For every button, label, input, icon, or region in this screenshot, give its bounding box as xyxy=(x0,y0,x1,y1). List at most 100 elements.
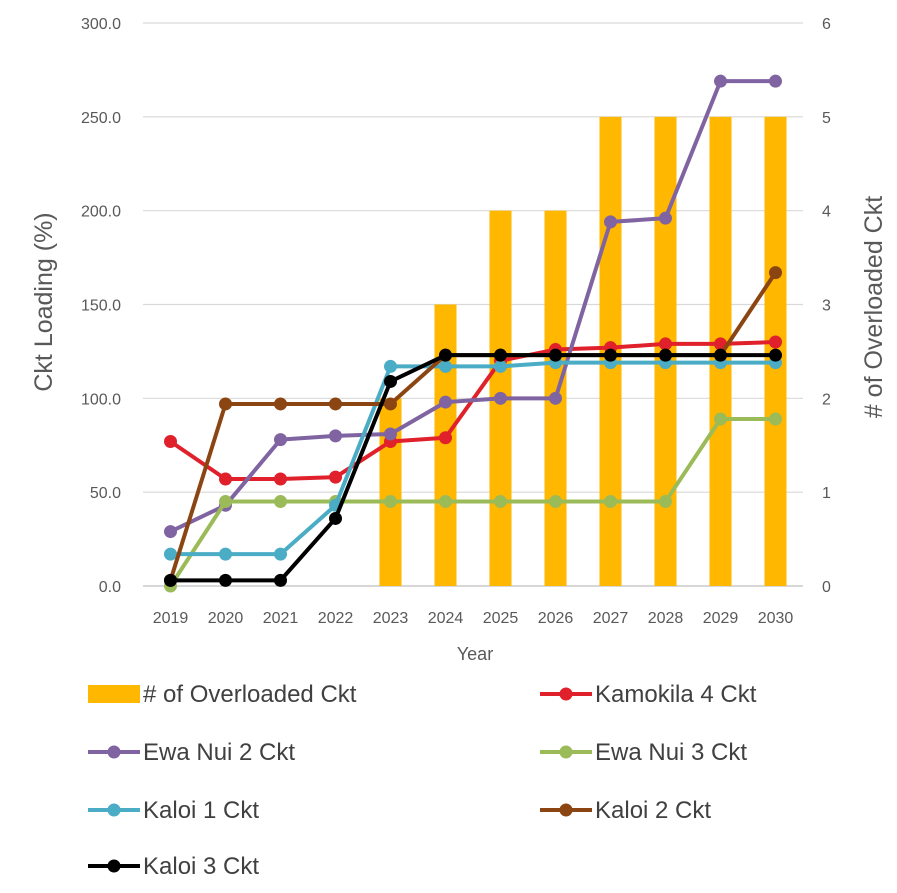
data-point xyxy=(219,547,232,561)
x-tick-label: 2021 xyxy=(263,610,299,627)
x-axis-title: Year xyxy=(457,644,493,664)
data-point xyxy=(384,427,397,441)
x-tick-label: 2026 xyxy=(538,610,574,627)
data-point xyxy=(164,434,177,448)
data-point xyxy=(274,433,287,447)
line-series xyxy=(164,74,782,593)
data-point xyxy=(219,573,232,587)
x-tick-label: 2022 xyxy=(318,610,354,627)
y-tick-label: 150.0 xyxy=(81,298,121,315)
y-tick-label: 50.0 xyxy=(90,485,121,502)
legend-entry: Kaloi 1 Ckt xyxy=(88,797,259,824)
x-tick-label: 2023 xyxy=(373,610,409,627)
series-kaloi-1-ckt xyxy=(164,356,782,561)
legend-entry: Kaloi 2 Ckt xyxy=(540,797,711,824)
data-point xyxy=(769,412,782,426)
legend-label: Kamokila 4 Ckt xyxy=(595,681,757,708)
y-axis-title: Ckt Loading (%) xyxy=(30,212,58,391)
series-kaloi-2-ckt xyxy=(164,266,782,587)
y2-tick-label: 0 xyxy=(822,579,831,596)
data-point xyxy=(659,348,672,362)
data-point xyxy=(659,211,672,225)
x-axis-ticks: 2019 2020 2021 2022 2023 2024 2025 2026 2027 2028… xyxy=(153,610,794,627)
data-point xyxy=(329,470,342,484)
y-tick-label: 300.0 xyxy=(81,16,121,33)
legend-marker xyxy=(559,745,573,759)
series-ewa-nui-3-ckt xyxy=(164,412,782,593)
data-point xyxy=(384,374,397,388)
data-point xyxy=(439,359,452,373)
series-line xyxy=(168,353,778,583)
y2-axis-ticks: 0 1 2 3 4 5 6 xyxy=(822,16,831,596)
legend-entry: Ewa Nui 2 Ckt xyxy=(88,739,295,766)
data-point xyxy=(384,397,397,411)
y2-tick-label: 1 xyxy=(822,485,831,502)
data-point xyxy=(164,573,177,587)
series-line xyxy=(168,79,778,534)
data-point xyxy=(659,495,672,509)
bar xyxy=(379,398,402,586)
data-point xyxy=(494,348,507,362)
legend-label: Ewa Nui 3 Ckt xyxy=(595,739,747,766)
legend-marker xyxy=(107,745,121,759)
x-tick-label: 2029 xyxy=(703,610,739,627)
data-point xyxy=(549,495,562,509)
data-point xyxy=(384,495,397,509)
y-tick-label: 0.0 xyxy=(99,579,121,596)
data-point xyxy=(164,547,177,561)
legend-entry: Ewa Nui 3 Ckt xyxy=(540,739,747,766)
data-point xyxy=(274,495,287,509)
data-point xyxy=(494,391,507,405)
y2-tick-label: 2 xyxy=(822,391,831,408)
legend-label: Kaloi 3 Ckt xyxy=(143,853,259,880)
data-point xyxy=(439,348,452,362)
data-point xyxy=(769,266,782,280)
x-tick-label: 2024 xyxy=(428,610,464,627)
data-point xyxy=(219,397,232,411)
legend-entry: Kaloi 3 Ckt xyxy=(88,853,259,880)
data-point xyxy=(604,495,617,509)
series-line xyxy=(168,416,778,588)
data-point xyxy=(439,431,452,445)
x-tick-label: 2030 xyxy=(758,610,794,627)
series-line xyxy=(168,270,778,583)
legend-entry: # of Overloaded Ckt xyxy=(88,681,357,708)
data-point xyxy=(769,335,782,349)
data-point xyxy=(769,74,782,88)
data-point xyxy=(439,395,452,409)
data-point xyxy=(549,391,562,405)
data-point xyxy=(549,348,562,362)
y-axis-ticks: 0.0 50.0 100.0 150.0 200.0 250.0 300.0 xyxy=(81,16,121,596)
legend-label: Kaloi 1 Ckt xyxy=(143,797,259,824)
data-point xyxy=(274,547,287,561)
x-tick-label: 2028 xyxy=(648,610,684,627)
data-point xyxy=(219,495,232,509)
legend-marker xyxy=(559,687,573,701)
data-point xyxy=(329,429,342,443)
data-point xyxy=(604,215,617,229)
data-point xyxy=(714,412,727,426)
data-point xyxy=(494,495,507,509)
y2-tick-label: 3 xyxy=(822,298,831,315)
data-point xyxy=(384,359,397,373)
legend-marker xyxy=(107,859,121,873)
data-point xyxy=(219,472,232,486)
data-point xyxy=(274,472,287,486)
data-point xyxy=(714,348,727,362)
data-point xyxy=(604,348,617,362)
y-tick-label: 200.0 xyxy=(81,204,121,221)
data-point xyxy=(494,359,507,373)
y2-axis-title: # of Overloaded Ckt xyxy=(860,196,888,418)
data-point xyxy=(274,573,287,587)
series-kaloi-3-ckt xyxy=(164,348,782,587)
legend-marker xyxy=(559,803,573,817)
legend-marker xyxy=(107,803,121,817)
data-point xyxy=(659,337,672,351)
y2-tick-label: 4 xyxy=(822,204,831,221)
x-tick-label: 2027 xyxy=(593,610,629,627)
legend-label: Ewa Nui 2 Ckt xyxy=(143,739,295,766)
legend-swatch xyxy=(88,685,140,703)
y2-tick-label: 5 xyxy=(822,110,831,127)
data-point xyxy=(769,348,782,362)
